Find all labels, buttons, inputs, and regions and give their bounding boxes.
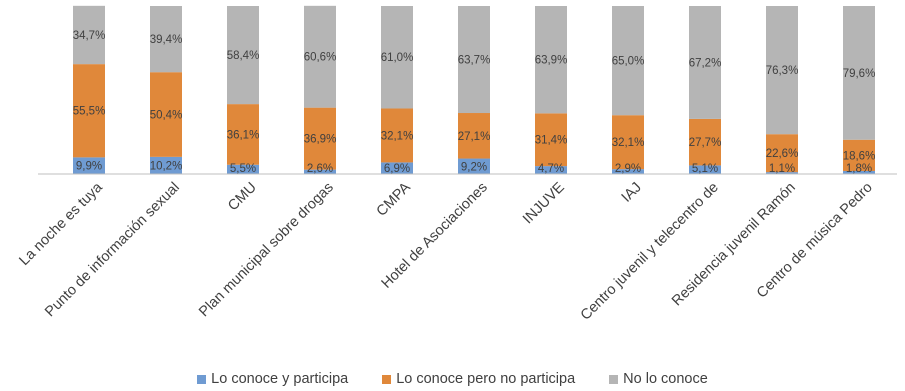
legend-item: Lo conoce pero no participa [382,371,575,387]
bar-segment [227,104,259,165]
bar-segment [381,6,413,109]
data-label: 79,6% [843,68,876,80]
data-label: 22,6% [766,148,799,160]
bar-segment [150,156,182,174]
legend-label: Lo conoce y participa [211,371,349,387]
bar-segment [150,6,182,73]
bar-segment [381,108,413,163]
data-label: 34,7% [73,30,106,42]
data-label: 18,6% [843,150,876,162]
data-label: 10,2% [150,160,183,172]
category-label: Centro juvenil y telecentro de [578,180,722,324]
bar-segment [766,134,798,173]
bar-segment [73,64,105,158]
data-label: 58,4% [227,50,260,62]
bar-segment [304,169,336,174]
bar-segment [535,6,567,114]
legend-swatch [382,374,392,384]
category-label: Residencia juvenil Ramón [669,180,799,310]
data-label: 5,5% [230,163,256,175]
data-label: 2,9% [615,163,641,175]
data-label: 1,8% [846,163,872,175]
bar-segment [227,164,259,174]
legend-label: No lo conoce [623,371,708,387]
data-label: 67,2% [689,57,722,69]
data-label: 60,6% [304,52,337,64]
bar-segment [535,113,567,167]
data-label: 63,7% [458,55,491,67]
bar-segment [304,5,336,108]
data-label: 9,9% [76,161,102,173]
legend-label: Lo conoce pero no participa [396,371,576,387]
data-label: 63,9% [535,55,568,67]
bar-segment [612,6,644,116]
category-label: CMPA [374,179,414,219]
value-labels-group: 9,9% 55,5% 34,7% 10,2% 50,4% 39,4% 5,5% 36,1% 58… [73,30,876,175]
bar-segment [458,6,490,114]
data-label: 5,1% [692,163,718,175]
category-label: La noche es tuya [16,179,106,269]
bar-segment [843,139,875,171]
bar-segment [612,115,644,170]
bar-segment [843,170,875,174]
data-label: 27,1% [458,131,491,143]
data-label: 76,3% [766,65,799,77]
data-label: 36,9% [304,134,337,146]
bar-segment [458,113,490,159]
bar-segment [689,6,721,119]
bar-segment [304,107,336,170]
data-label: 9,2% [461,161,487,173]
data-label: 32,1% [612,137,645,149]
bar-segment [689,165,721,174]
bar-segment [73,5,105,65]
bar-segment [150,72,182,157]
bar-segment [766,172,798,174]
data-label: 39,4% [150,34,183,46]
category-label: INJUVE [520,179,568,227]
data-label: 27,7% [689,137,722,149]
bar-segment [458,158,490,174]
bar-segment [227,6,259,105]
data-label: 1,1% [769,163,795,175]
data-label: 31,4% [535,135,568,147]
legend-item: No lo conoce [609,371,708,387]
bars-group [73,5,875,174]
data-label: 61,0% [381,52,414,64]
data-label: 32,1% [381,130,414,142]
data-label: 4,7% [538,163,564,175]
category-label: IAJ [619,180,645,206]
data-label: 6,9% [384,163,410,175]
bar-segment [381,162,413,174]
data-label: 55,5% [73,106,106,118]
data-label: 65,0% [612,56,645,68]
bar-segment [689,118,721,166]
category-label: CMU [225,180,260,215]
legend-swatch [197,374,207,384]
bar-segment [843,6,875,140]
legend-swatch [609,374,619,384]
category-label: Plan municipal sobre drogas [196,180,337,321]
category-label: Punto de información sexual [42,180,183,321]
bar-segment [535,166,567,174]
data-label: 2,6% [307,163,333,175]
data-label: 36,1% [227,129,260,141]
legend: Lo conoce y participa Lo conoce pero no … [0,369,905,389]
bar-segment [73,157,105,174]
data-label: 50,4% [150,110,183,122]
legend-item: Lo conoce y participa [197,371,348,387]
bar-segment [766,6,798,135]
bar-segment [612,169,644,174]
